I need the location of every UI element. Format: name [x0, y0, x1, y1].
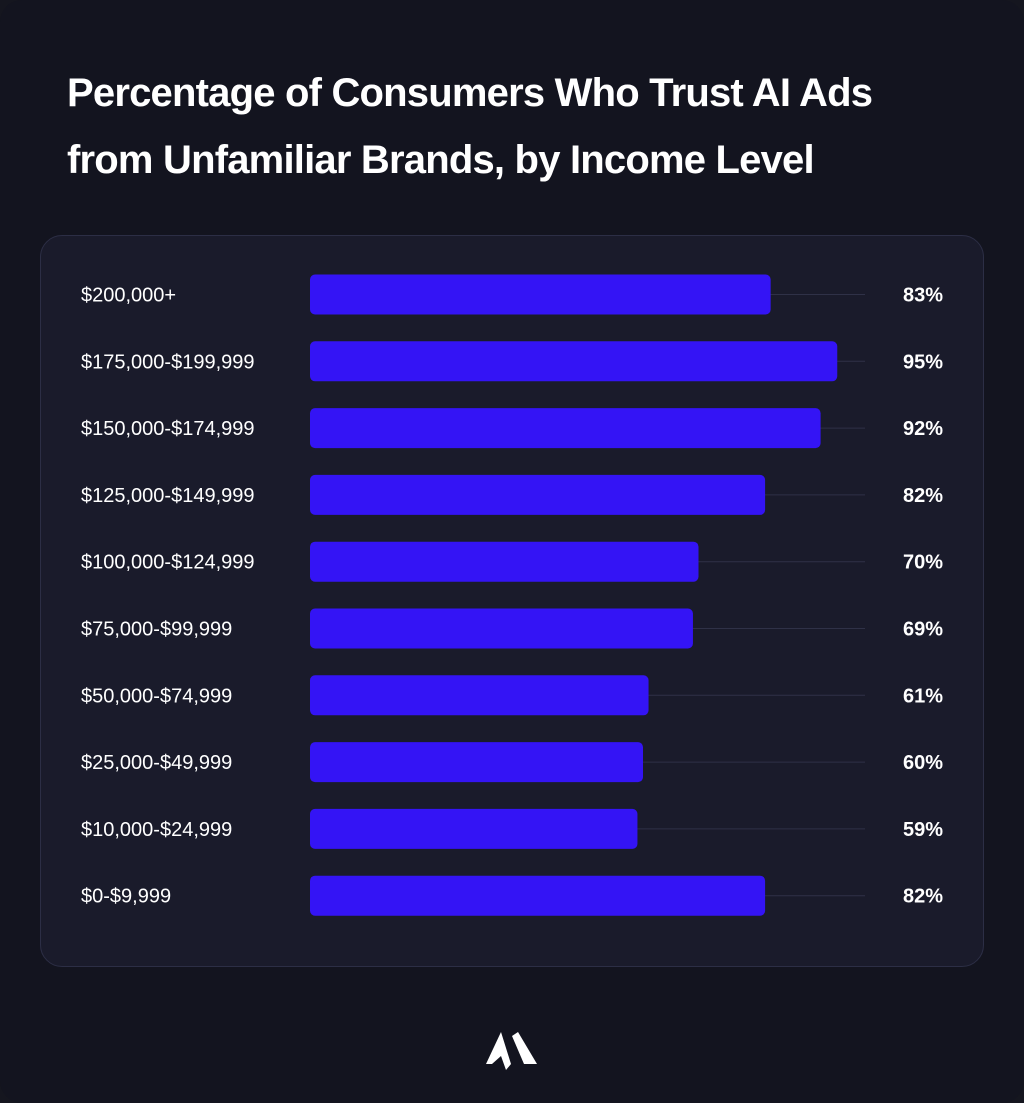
bar-row: $150,000-$174,999 92% [81, 408, 943, 449]
brand-logo-icon [486, 1032, 537, 1070]
category-label: $125,000-$149,999 [81, 485, 255, 507]
category-label: $25,000-$49,999 [81, 752, 232, 774]
bar [310, 474, 766, 515]
category-label: $175,000-$199,999 [81, 351, 255, 373]
value-label: 70% [903, 552, 943, 574]
value-label: 95% [903, 351, 943, 373]
category-label: $150,000-$174,999 [81, 418, 255, 440]
bar [310, 341, 838, 382]
bar [310, 274, 771, 315]
bar-row: $50,000-$74,999 61% [81, 675, 943, 716]
category-label: $200,000+ [81, 285, 176, 307]
value-label: 61% [903, 685, 943, 707]
bar [310, 608, 693, 649]
category-label: $0-$9,999 [81, 886, 171, 908]
value-label: 92% [903, 418, 943, 440]
value-label: 82% [903, 886, 943, 908]
bar [310, 875, 766, 916]
bar [310, 541, 699, 582]
bar [310, 808, 638, 849]
value-label: 83% [903, 285, 943, 307]
bar-row: $10,000-$24,999 59% [81, 808, 943, 849]
category-label: $100,000-$124,999 [81, 552, 255, 574]
category-label: $75,000-$99,999 [81, 619, 232, 641]
category-label: $10,000-$24,999 [81, 819, 232, 841]
value-label: 69% [903, 619, 943, 641]
value-label: 59% [903, 819, 943, 841]
bar-row: $200,000+ 83% [81, 274, 943, 315]
chart-title: Percentage of Consumers Who Trust AI Ads… [67, 71, 873, 182]
bar-row: $100,000-$124,999 70% [81, 541, 943, 582]
bar-row: $0-$9,999 82% [81, 875, 943, 916]
value-label: 60% [903, 752, 943, 774]
bar [310, 675, 649, 716]
bar [310, 742, 643, 783]
value-label: 82% [903, 485, 943, 507]
bar-row: $175,000-$199,999 95% [81, 341, 943, 382]
bar-row: $75,000-$99,999 69% [81, 608, 943, 649]
category-label: $50,000-$74,999 [81, 685, 232, 707]
bar-row: $125,000-$149,999 82% [81, 474, 943, 515]
bar [310, 408, 821, 449]
bar-row: $25,000-$49,999 60% [81, 742, 943, 783]
